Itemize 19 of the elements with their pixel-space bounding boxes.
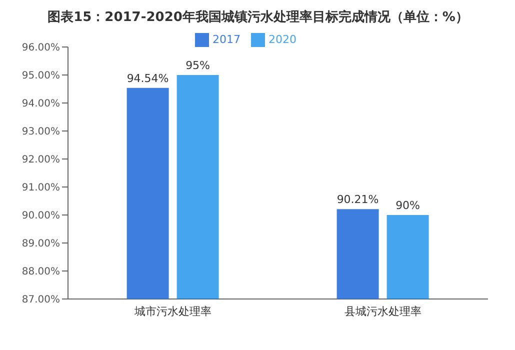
y-tick-label: 88.00% (22, 266, 60, 278)
data-label: 95% (186, 59, 210, 72)
y-tick-label: 90.00% (22, 210, 60, 222)
y-tick-label: 89.00% (22, 238, 60, 250)
y-tick-label: 94.00% (22, 98, 60, 110)
x-tick-label: 县城污水处理率 (344, 304, 422, 318)
chart-title: 图表15：2017-2020年我国城镇污水处理率目标完成情况（单位：%） (46, 8, 470, 26)
data-label: 90.21% (336, 193, 379, 206)
x-tick-label: 城市污水处理率 (134, 304, 212, 318)
y-tick-label: 93.00% (22, 126, 60, 138)
y-tick-label: 92.00% (22, 154, 60, 166)
data-label: 90% (396, 199, 420, 212)
legend-label: 2017 (212, 33, 240, 46)
y-tick-label: 95.00% (22, 70, 60, 82)
y-tick-label: 87.00% (22, 294, 60, 306)
y-tick-label: 91.00% (22, 182, 60, 194)
data-label: 94.54% (126, 72, 169, 85)
y-tick-label: 96.00% (22, 42, 60, 54)
legend-label: 2020 (268, 33, 296, 46)
